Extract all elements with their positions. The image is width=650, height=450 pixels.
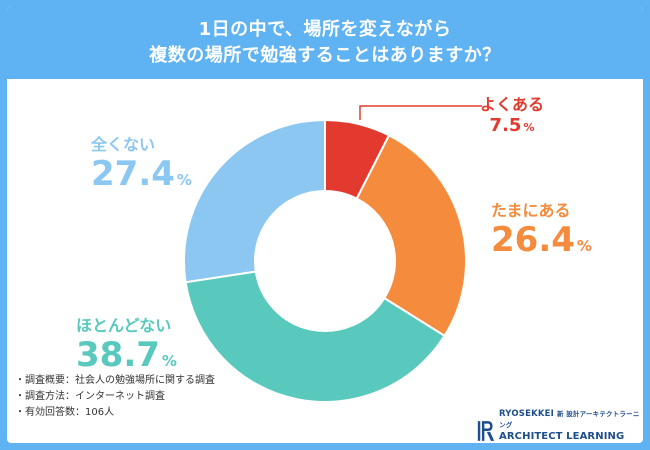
leader-line-yokuaru — [359, 105, 482, 120]
label-tamaniaru-name: たまにある — [491, 201, 571, 220]
label-tamaniaru-unit: % — [576, 237, 592, 255]
slice-mattakunai — [183, 118, 326, 284]
brand-logo: RYOSEKKEI 新 設計アーキテクトラーニング ARCHITECT LEARN… — [477, 409, 643, 443]
label-mattakunai-name: 全くない — [91, 135, 156, 154]
donut-chart — [183, 105, 482, 403]
label-hotondonai: ほとんどない 38.7% — [76, 316, 177, 374]
label-hotondonai-name: ほとんどない — [76, 316, 172, 335]
title-bar: 1日の中で、場所を変えながら 複数の場所で勉強することはありますか？ — [7, 7, 643, 79]
label-tamaniaru-value: 26.4 — [491, 220, 575, 260]
slice-hotondonai — [184, 270, 446, 403]
survey-note-2: 調査方法：インターネット調査 — [15, 389, 215, 405]
title-line-1: 1日の中で、場所を変えながら — [198, 19, 452, 40]
chart-card: 1日の中で、場所を変えながら 複数の場所で勉強することはありますか？ よくある … — [7, 7, 643, 443]
label-mattakunai: 全くない 27.4% — [91, 135, 192, 193]
label-yokuaru-value: 7.5 — [489, 115, 522, 136]
logo-line-2: ARCHITECT LEARNING SCHOOL — [499, 431, 625, 443]
logo-mark-icon — [477, 421, 495, 441]
label-tamaniaru: たまにある 26.4% — [491, 201, 592, 259]
label-yokuaru-unit: % — [523, 121, 535, 134]
logo-line-1-jp: 新 設計アーキテクトラーニング — [499, 410, 640, 429]
label-yokuaru-name: よくある — [480, 95, 545, 114]
survey-notes: 調査概要：社会人の勉強場所に関する調査 調査方法：インターネット調査 有効回答数… — [15, 373, 215, 421]
label-mattakunai-value: 27.4 — [91, 154, 175, 194]
survey-note-3: 有効回答数：106人 — [15, 405, 215, 421]
label-hotondonai-unit: % — [161, 352, 177, 370]
survey-note-1: 調査概要：社会人の勉強場所に関する調査 — [15, 373, 215, 389]
label-yokuaru: よくある 7.5% — [480, 95, 544, 137]
label-hotondonai-value: 38.7 — [76, 335, 160, 375]
title-line-2: 複数の場所で勉強することはありますか？ — [149, 45, 501, 66]
logo-line-1: RYOSEKKEI — [499, 409, 555, 419]
slice-tamaniaru — [355, 134, 467, 338]
label-mattakunai-unit: % — [176, 171, 192, 189]
